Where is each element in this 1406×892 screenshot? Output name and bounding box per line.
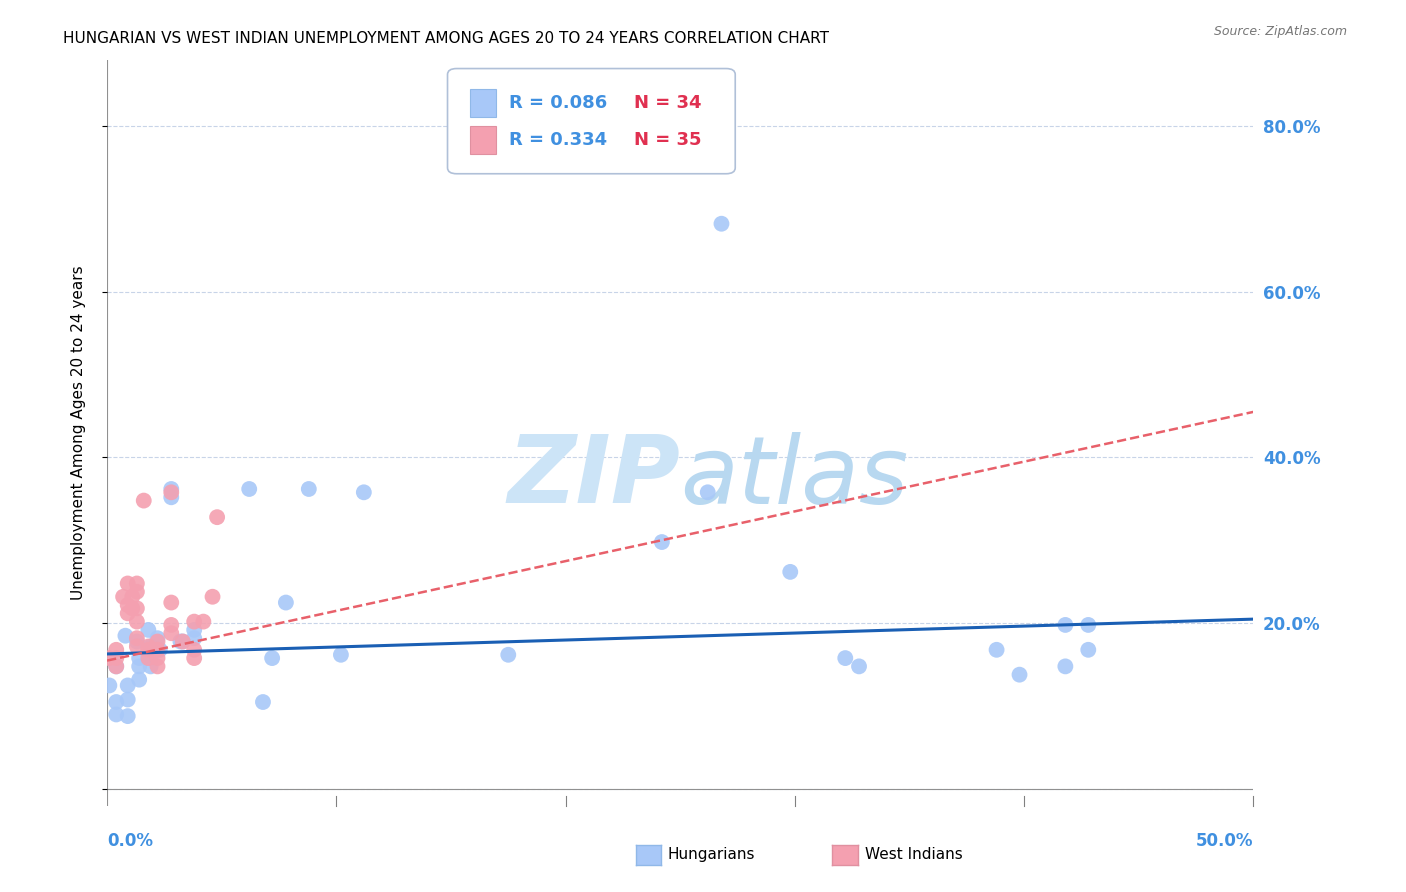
Point <box>139 651 162 665</box>
Text: Hungarians: Hungarians <box>668 847 755 863</box>
Text: N = 35: N = 35 <box>634 131 702 149</box>
Text: Source: ZipAtlas.com: Source: ZipAtlas.com <box>1213 25 1347 38</box>
Point <box>160 485 183 500</box>
Point <box>128 659 150 673</box>
Point <box>172 634 194 648</box>
Point <box>117 607 139 621</box>
Point <box>138 642 160 657</box>
Text: ZIP: ZIP <box>508 432 681 524</box>
Text: atlas: atlas <box>681 432 908 523</box>
Point <box>114 629 136 643</box>
Text: 50.0%: 50.0% <box>1197 831 1253 850</box>
Point <box>117 598 139 612</box>
Point <box>193 615 215 629</box>
Point <box>117 576 139 591</box>
Point <box>125 576 148 591</box>
Point <box>105 642 128 657</box>
Point <box>262 651 284 665</box>
Point <box>149 642 172 657</box>
Point <box>132 493 155 508</box>
Point <box>138 651 160 665</box>
Point <box>146 642 169 657</box>
Point <box>710 217 733 231</box>
Point <box>183 651 205 665</box>
Point <box>651 535 673 549</box>
Point <box>238 482 260 496</box>
Point <box>105 707 128 722</box>
Point <box>105 659 128 673</box>
Point <box>848 659 870 673</box>
Point <box>146 634 169 648</box>
Point <box>138 640 160 654</box>
Point <box>125 601 148 615</box>
FancyBboxPatch shape <box>447 69 735 174</box>
Point <box>98 651 121 665</box>
Point <box>183 642 205 657</box>
FancyBboxPatch shape <box>471 126 496 154</box>
Point <box>1054 659 1077 673</box>
Point <box>112 590 135 604</box>
Point <box>183 615 205 629</box>
Point <box>329 648 352 662</box>
Point <box>160 618 183 632</box>
Point <box>125 640 148 654</box>
Point <box>160 490 183 504</box>
Point <box>353 485 375 500</box>
Text: HUNGARIAN VS WEST INDIAN UNEMPLOYMENT AMONG AGES 20 TO 24 YEARS CORRELATION CHAR: HUNGARIAN VS WEST INDIAN UNEMPLOYMENT AM… <box>63 31 830 46</box>
Point <box>117 678 139 692</box>
Point <box>125 584 148 599</box>
Point <box>169 634 191 648</box>
Point <box>201 590 224 604</box>
Point <box>125 631 148 645</box>
Point <box>183 623 205 637</box>
Point <box>183 631 205 645</box>
Point <box>205 510 228 524</box>
Point <box>146 651 169 665</box>
Point <box>160 626 183 640</box>
Point <box>498 648 520 662</box>
Text: R = 0.334: R = 0.334 <box>509 131 607 149</box>
Point <box>160 482 183 496</box>
Text: N = 34: N = 34 <box>634 94 702 112</box>
Y-axis label: Unemployment Among Ages 20 to 24 years: Unemployment Among Ages 20 to 24 years <box>72 265 86 600</box>
Point <box>160 596 183 610</box>
Point <box>98 678 121 692</box>
Point <box>1054 618 1077 632</box>
Point <box>1077 642 1099 657</box>
Point <box>105 695 128 709</box>
Text: 0.0%: 0.0% <box>107 831 153 850</box>
Point <box>121 601 143 615</box>
Point <box>105 651 128 665</box>
Point <box>125 615 148 629</box>
Text: R = 0.086: R = 0.086 <box>509 94 607 112</box>
Point <box>298 482 321 496</box>
FancyBboxPatch shape <box>471 88 496 117</box>
Point <box>139 659 162 673</box>
Point <box>105 659 128 673</box>
Point <box>121 590 143 604</box>
Point <box>117 709 139 723</box>
Point <box>125 634 148 648</box>
Point <box>117 692 139 706</box>
Point <box>172 634 194 648</box>
Point <box>274 596 297 610</box>
Point <box>128 651 150 665</box>
Point <box>146 659 169 673</box>
Point <box>128 673 150 687</box>
Point <box>779 565 801 579</box>
Point <box>252 695 274 709</box>
Point <box>834 651 856 665</box>
Point <box>139 640 162 654</box>
Point <box>138 623 160 637</box>
Point <box>146 631 169 645</box>
Point <box>986 642 1008 657</box>
Point <box>1077 618 1099 632</box>
Point <box>1008 667 1031 681</box>
Text: West Indians: West Indians <box>865 847 963 863</box>
Point <box>696 485 718 500</box>
